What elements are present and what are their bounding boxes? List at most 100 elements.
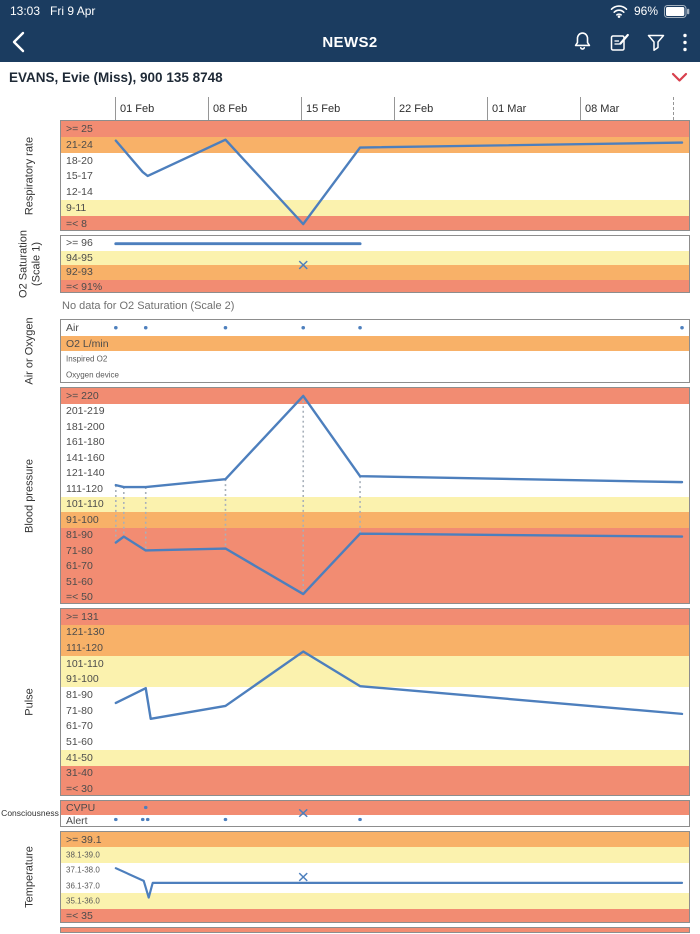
notes-button[interactable] (609, 32, 630, 53)
section-respiratory-rate: Respiratory rate >= 25 21-24 18-20 15-17 12-1… (0, 120, 700, 231)
status-left: 13:03 Fri 9 Apr (10, 4, 105, 18)
band: 91-100 (61, 671, 689, 688)
section-label-respiratory-rate: Respiratory rate (23, 136, 36, 215)
section-o2-saturation-scale1: O2 Saturation (Scale 1) >= 96 94-95 92-93 =<… (0, 230, 700, 298)
nav-actions (572, 31, 688, 53)
band: >= 131 (61, 609, 689, 625)
band-label: Alert (66, 815, 88, 827)
band-label: 81-90 (66, 529, 93, 542)
band-label: 31-40 (66, 767, 93, 780)
band: 71-80 (61, 543, 689, 559)
band-label: =< 30 (66, 783, 93, 796)
band: =< 50 (61, 589, 689, 604)
band: 61-70 (61, 718, 689, 735)
chart-next-section-partial[interactable] (60, 927, 690, 933)
chart-air-or-oxygen[interactable]: Air O2 L/min Inspired O2 Oxygen device (60, 319, 690, 383)
section-pulse: Pulse >= 131 121-130 111-120 101-110 91-100 81… (0, 608, 700, 796)
band-label: 181-200 (66, 420, 105, 433)
band-label: 36.1-37.0 (66, 881, 100, 891)
timeline-tick: 08 Feb (208, 97, 247, 120)
band-label: 94-95 (66, 251, 93, 264)
band-label: Air (66, 322, 79, 334)
chart-blood-pressure[interactable]: >= 220 201-219 181-200 161-180 141-160 121-14… (60, 387, 690, 604)
band: 94-95 (61, 250, 689, 265)
band-label: 201-219 (66, 405, 105, 418)
band: 71-80 (61, 702, 689, 719)
band-label: >= 220 (66, 389, 99, 402)
band: 31-40 (61, 765, 689, 782)
notifications-button[interactable] (572, 31, 593, 53)
band: =< 35 (61, 908, 689, 923)
chart-consciousness[interactable]: CVPU Alert (60, 800, 690, 827)
band (61, 928, 689, 932)
timeline-tick: 08 Mar (580, 97, 619, 120)
band: 121-140 (61, 465, 689, 481)
band-label: =< 8 (66, 217, 88, 230)
band: >= 220 (61, 388, 689, 404)
section-consciousness: Consciousness CVPU Alert (0, 800, 700, 827)
band: =< 8 (61, 216, 689, 230)
section-next-section-partial (0, 927, 700, 933)
chart-o2-saturation-scale1[interactable]: >= 96 94-95 92-93 =< 91% (60, 235, 690, 293)
band-label: 51-60 (66, 736, 93, 749)
band: Air (61, 320, 689, 336)
band: Inspired O2 (61, 351, 689, 366)
bell-icon (574, 32, 591, 50)
band: 51-60 (61, 574, 689, 590)
status-right: 96% (610, 4, 690, 18)
band-label: =< 35 (66, 910, 93, 923)
band: 18-20 (61, 152, 689, 169)
band-label: Inspired O2 (66, 354, 108, 363)
band: 161-180 (61, 434, 689, 450)
timeline[interactable]: 01 Feb 08 Feb 15 Feb 22 Feb 01 Mar 08 Mar (60, 92, 690, 120)
band: 92-93 (61, 265, 689, 280)
chart-temperature[interactable]: >= 39.1 38.1-39.0 37.1-38.0 36.1-37.0 35.1-3… (60, 831, 690, 923)
band-label: 35.1-36.0 (66, 896, 100, 906)
filter-button[interactable] (646, 32, 666, 53)
band-label: 111-120 (66, 482, 103, 495)
band: 21-24 (61, 136, 689, 153)
kebab-menu-icon (683, 33, 687, 51)
band: 101-110 (61, 655, 689, 672)
band-label: 81-90 (66, 689, 93, 702)
band: CVPU (61, 801, 689, 815)
band-label: 51-60 (66, 575, 93, 588)
band-label: 92-93 (66, 266, 93, 279)
band: 61-70 (61, 558, 689, 574)
section-label-consciousness: Consciousness (1, 807, 59, 818)
band: >= 25 (61, 121, 689, 137)
section-label-next-section-partial (0, 927, 60, 933)
band-label: 15-17 (66, 170, 93, 183)
section-label-pulse: Pulse (23, 688, 36, 716)
band-label: Oxygen device (66, 370, 119, 380)
band-label: 161-180 (66, 436, 105, 449)
chart-pulse[interactable]: >= 131 121-130 111-120 101-110 91-100 81-90 71… (60, 608, 690, 796)
patient-header[interactable]: EVANS, Evie (Miss), 900 135 8748 (0, 62, 700, 92)
status-time: 13:03 (10, 4, 41, 18)
chart-respiratory-rate[interactable]: >= 25 21-24 18-20 15-17 12-14 9-11 =< 8 (60, 120, 690, 231)
band-label: O2 L/min (66, 337, 109, 350)
overflow-menu-button[interactable] (682, 32, 688, 53)
band: =< 30 (61, 781, 689, 796)
wifi-icon (610, 5, 628, 18)
chevron-down-icon[interactable] (671, 72, 688, 83)
band-label: >= 39.1 (66, 833, 102, 846)
o2-scale2-note: No data for O2 Saturation (Scale 2) (62, 300, 235, 312)
band-label: 21-24 (66, 138, 93, 151)
battery-percent: 96% (633, 4, 658, 18)
band: 41-50 (61, 749, 689, 766)
band: Alert (61, 814, 689, 827)
band-label: =< 50 (66, 591, 93, 604)
band: 51-60 (61, 734, 689, 750)
back-button[interactable] (12, 31, 25, 53)
band-label: 9-11 (66, 202, 87, 215)
status-date: Fri 9 Apr (50, 4, 96, 18)
band: 141-160 (61, 450, 689, 466)
band-label: 101-110 (66, 498, 104, 511)
band-label: 41-50 (66, 751, 93, 764)
band-label: >= 25 (66, 122, 93, 135)
band-label: CVPU (66, 801, 96, 814)
band-label: 141-160 (66, 451, 105, 464)
band-label: 121-130 (66, 626, 105, 639)
